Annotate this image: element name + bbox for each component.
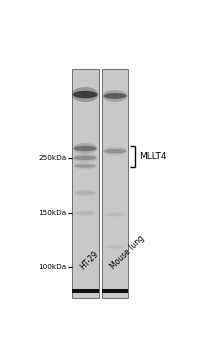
Ellipse shape — [105, 245, 124, 248]
Text: MLLT4: MLLT4 — [138, 152, 165, 161]
Ellipse shape — [71, 87, 98, 102]
Text: 250kDa: 250kDa — [38, 155, 66, 161]
Ellipse shape — [73, 91, 97, 98]
Ellipse shape — [74, 210, 95, 216]
Ellipse shape — [104, 149, 125, 153]
Ellipse shape — [75, 191, 95, 195]
Text: HT-29: HT-29 — [78, 249, 100, 271]
Ellipse shape — [102, 147, 126, 155]
Bar — [101, 289, 128, 293]
Ellipse shape — [104, 211, 125, 217]
Ellipse shape — [75, 211, 94, 215]
Ellipse shape — [74, 156, 96, 160]
Text: 100kDa: 100kDa — [38, 264, 66, 270]
Ellipse shape — [73, 162, 96, 169]
Ellipse shape — [103, 93, 126, 99]
Ellipse shape — [104, 244, 125, 250]
Text: 150kDa: 150kDa — [38, 210, 66, 216]
Bar — [72, 69, 98, 298]
Ellipse shape — [72, 143, 97, 154]
Ellipse shape — [105, 213, 124, 216]
Text: Mouse lung: Mouse lung — [108, 233, 145, 271]
Bar — [101, 69, 128, 298]
Ellipse shape — [74, 189, 96, 197]
Bar — [72, 289, 98, 293]
Ellipse shape — [73, 154, 97, 162]
Ellipse shape — [102, 90, 127, 102]
Ellipse shape — [73, 146, 96, 151]
Ellipse shape — [74, 164, 95, 168]
